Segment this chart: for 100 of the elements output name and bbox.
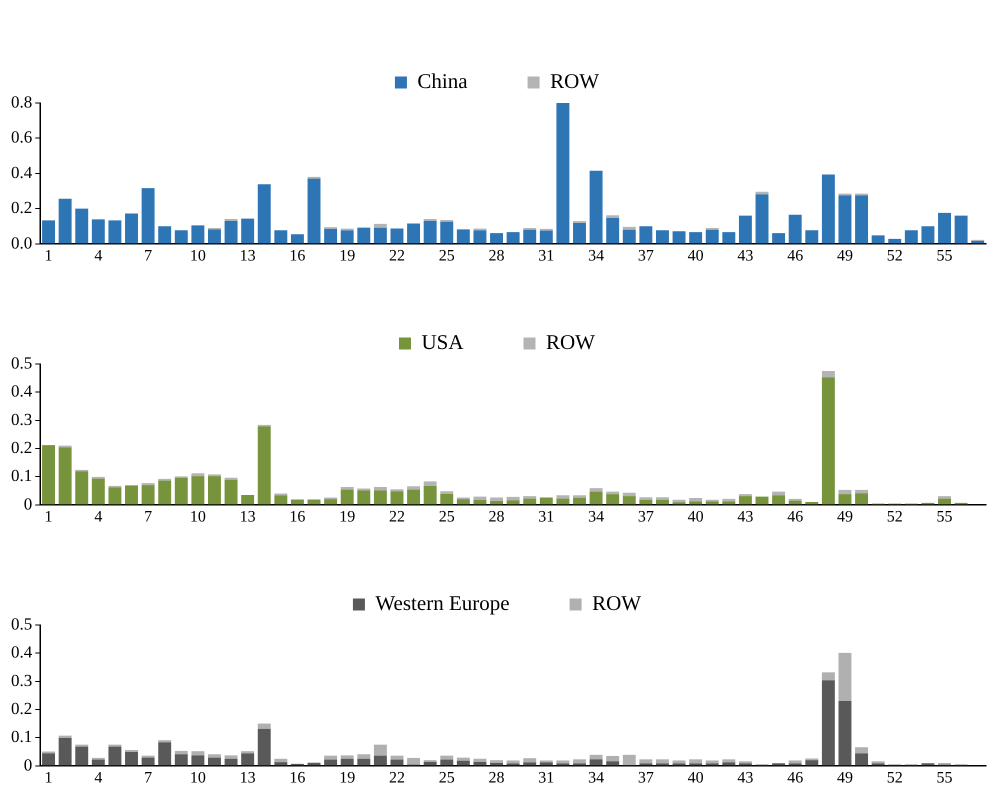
x-tick-label: 25 <box>438 508 455 526</box>
bar <box>573 498 586 504</box>
bar <box>473 758 486 762</box>
bar <box>805 230 818 244</box>
bar <box>523 230 536 244</box>
bar <box>125 214 138 244</box>
bar <box>606 492 620 494</box>
y-tick-label: 0.2 <box>11 198 32 218</box>
y-tick-label: 0.4 <box>11 162 33 182</box>
x-tick-label: 28 <box>488 248 505 265</box>
x-tick-label: 34 <box>588 508 604 526</box>
bar <box>258 184 271 244</box>
bar <box>357 228 370 244</box>
bar <box>258 728 271 766</box>
bar <box>125 485 138 504</box>
bar <box>954 216 968 244</box>
x-tick-label: 16 <box>289 248 306 265</box>
bar <box>407 758 420 765</box>
bar <box>174 478 188 504</box>
bar <box>473 496 486 500</box>
bar <box>606 218 620 244</box>
bar <box>324 228 338 244</box>
bar <box>191 751 204 756</box>
x-tick-label: 4 <box>94 248 102 265</box>
bar <box>174 754 188 766</box>
bar <box>689 232 702 244</box>
bar <box>855 493 868 504</box>
bar <box>540 230 553 244</box>
bar <box>274 230 288 244</box>
bar <box>191 225 204 244</box>
bar <box>108 487 122 504</box>
x-tick-label: 55 <box>936 770 953 787</box>
bar <box>290 499 304 504</box>
x-tick-label: 22 <box>388 508 405 526</box>
bar <box>224 220 238 244</box>
bar <box>424 220 437 244</box>
bar <box>738 496 752 504</box>
bar <box>374 228 387 244</box>
bar <box>506 232 520 244</box>
bar <box>788 760 802 764</box>
bar <box>706 501 719 504</box>
bar <box>756 192 768 194</box>
bar <box>656 759 669 764</box>
bar <box>158 742 172 766</box>
x-tick-label: 25 <box>438 248 455 265</box>
y-tick-label: 0.8 <box>11 92 32 112</box>
x-tick-label: 28 <box>488 508 505 526</box>
bar <box>308 178 320 244</box>
bar <box>656 497 669 500</box>
bar <box>224 755 238 759</box>
bar <box>838 490 852 494</box>
bar <box>672 500 686 502</box>
bar <box>556 103 570 244</box>
bar <box>440 756 454 760</box>
bar <box>424 762 437 766</box>
bar <box>75 208 88 244</box>
bar <box>374 756 387 766</box>
x-tick-label: 37 <box>638 508 654 526</box>
legend-label: China <box>417 69 468 94</box>
legend-label: ROW <box>592 591 642 616</box>
x-tick-label: 25 <box>438 770 455 787</box>
y-tick-label: 0 <box>24 494 32 514</box>
bar <box>822 680 835 766</box>
bar <box>888 238 902 244</box>
bar <box>125 752 138 766</box>
bar <box>756 194 768 244</box>
y-tick-label: 0.2 <box>11 438 32 457</box>
bar <box>142 188 155 244</box>
bar <box>473 762 486 766</box>
bar <box>523 496 536 499</box>
bar <box>904 230 918 244</box>
bar <box>490 762 504 766</box>
bar <box>622 492 636 496</box>
bar <box>224 758 238 766</box>
bar <box>822 174 835 244</box>
x-tick-label: 4 <box>94 770 102 787</box>
bar <box>75 471 88 504</box>
x-tick-label: 1 <box>44 248 53 265</box>
bar <box>456 499 470 504</box>
bar <box>540 762 553 766</box>
x-tick-label: 4 <box>94 508 102 526</box>
bar <box>92 478 105 504</box>
bar <box>738 216 752 244</box>
bar <box>523 758 536 762</box>
bar <box>58 447 72 504</box>
y-tick-label: 0.1 <box>11 727 32 746</box>
legend-label: Western Europe <box>375 591 510 616</box>
x-tick-label: 43 <box>737 248 754 265</box>
bar <box>805 760 818 766</box>
bar <box>938 498 951 504</box>
bar <box>622 230 636 244</box>
bar <box>42 445 56 504</box>
bar <box>490 760 504 763</box>
bar <box>440 760 454 766</box>
bar <box>208 230 221 244</box>
legend-label: USA <box>422 330 464 354</box>
bar <box>573 759 586 764</box>
bar <box>357 758 370 766</box>
bar <box>191 476 204 504</box>
bar <box>938 212 951 244</box>
